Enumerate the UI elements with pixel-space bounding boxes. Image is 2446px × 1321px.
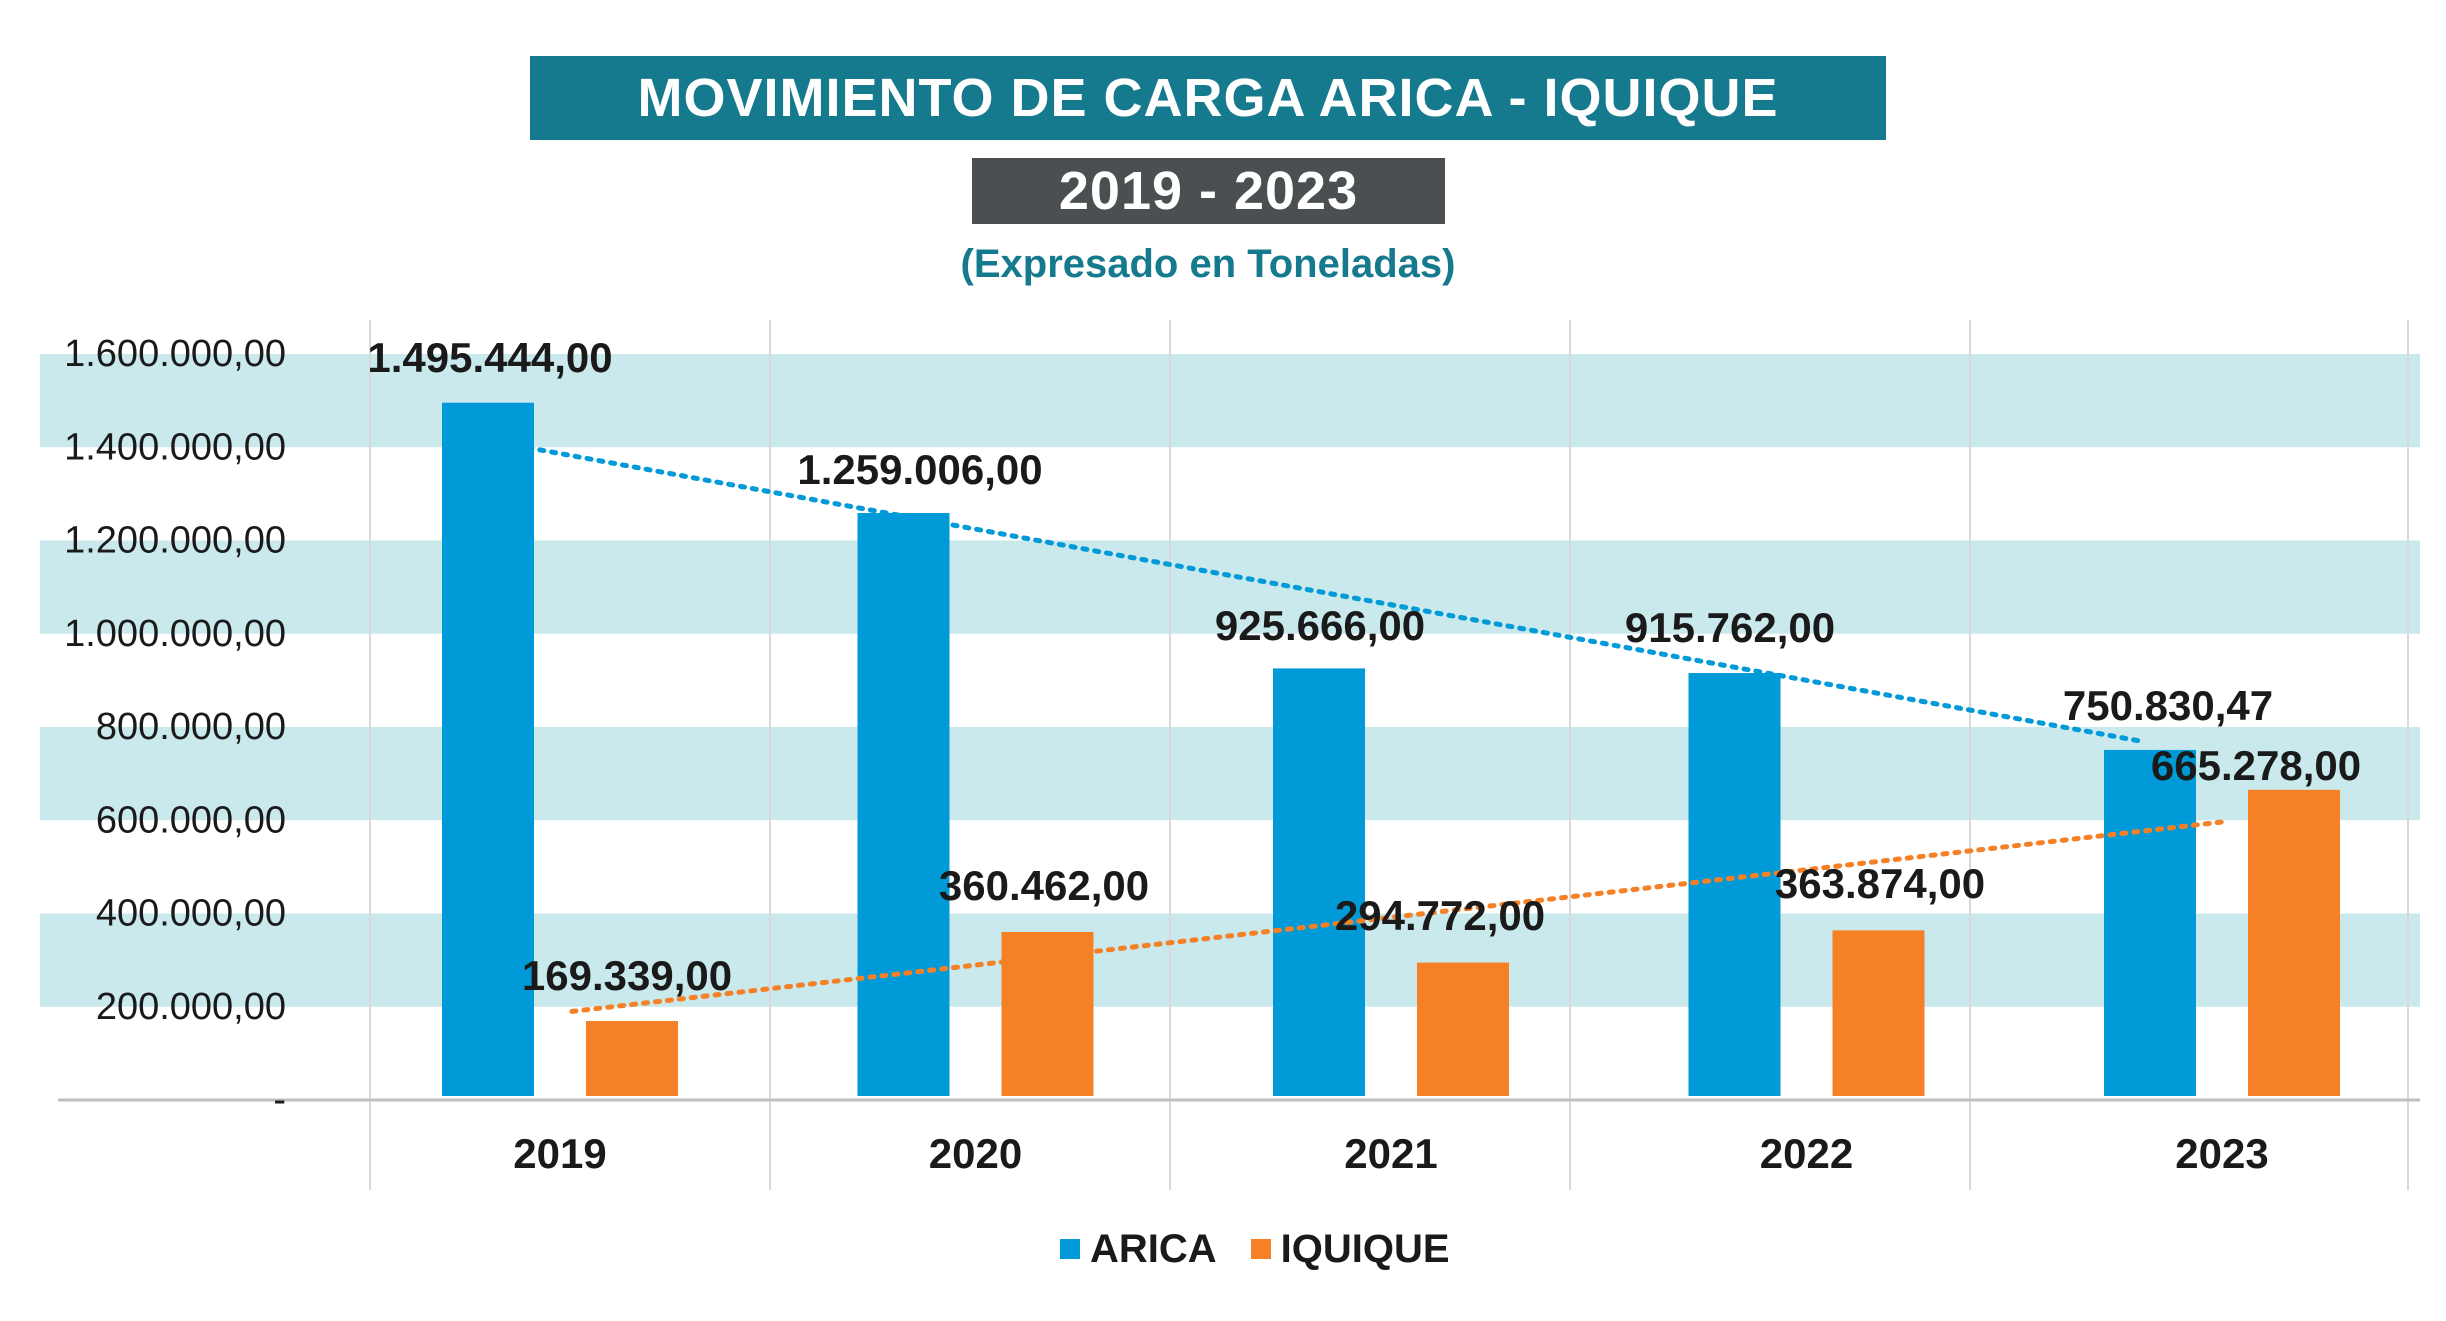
bar-iquique-2019 xyxy=(586,1021,678,1096)
y-tick-label: 600.000,00 xyxy=(96,799,286,841)
chart-legend: ARICA IQUIQUE xyxy=(1060,1224,1450,1274)
legend-item-arica: ARICA xyxy=(1060,1227,1217,1272)
bar-arica-2021 xyxy=(1273,668,1365,1096)
legend-swatch-iquique xyxy=(1250,1239,1271,1259)
data-label-iquique-2023: 665.278,00 xyxy=(2151,742,2361,789)
legend-item-iquique: IQUIQUE xyxy=(1250,1226,1450,1272)
data-label-iquique-2020: 360.462,00 xyxy=(939,862,1149,909)
x-tick-label: 2020 xyxy=(929,1130,1022,1177)
grid-band xyxy=(40,913,2420,1007)
bar-arica-2020 xyxy=(857,512,950,1096)
data-label-arica-2019: 1.495.444,00 xyxy=(367,334,612,381)
bar-arica-2022 xyxy=(1688,673,1781,1096)
bar-arica-2023 xyxy=(2104,749,2196,1096)
x-tick-label: 2021 xyxy=(1344,1130,1437,1177)
x-tick-label: 2023 xyxy=(2175,1130,2268,1177)
grid-band xyxy=(40,354,2420,448)
data-label-iquique-2021: 294.772,00 xyxy=(1335,892,1545,939)
y-tick-label: 1.200.000,00 xyxy=(64,520,286,562)
data-label-arica-2020: 1.259.006,00 xyxy=(797,446,1042,493)
y-tick-label: 1.000.000,00 xyxy=(64,613,286,655)
y-tick-label: 800.000,00 xyxy=(96,706,286,748)
x-tick-label: 2022 xyxy=(1760,1130,1853,1177)
data-label-arica-2022: 915.762,00 xyxy=(1625,604,1835,651)
y-tick-label: 200.000,00 xyxy=(96,986,286,1028)
legend-label-iquique: IQUIQUE xyxy=(1280,1226,1450,1271)
bar-arica-2019 xyxy=(442,402,534,1096)
data-label-iquique-2022: 363.874,00 xyxy=(1775,860,1985,907)
bar-iquique-2022 xyxy=(1832,930,1925,1096)
bar-iquique-2023 xyxy=(2248,789,2340,1096)
legend-label-arica: ARICA xyxy=(1090,1226,1217,1271)
trendline-arica xyxy=(525,445,2143,744)
grid-band xyxy=(40,727,2420,821)
data-label-arica-2021: 925.666,00 xyxy=(1215,602,1425,649)
data-label-iquique-2019: 169.339,00 xyxy=(522,952,732,999)
chart-title: MOVIMIENTO DE CARGA ARICA - IQUIQUE xyxy=(530,56,1886,140)
trendline-iquique xyxy=(569,818,2232,1014)
grid-band xyxy=(40,540,2420,634)
year-range: 2019 - 2023 xyxy=(972,158,1445,224)
data-label-arica-2023: 750.830,47 xyxy=(2063,682,2273,729)
bar-iquique-2021 xyxy=(1417,962,1509,1096)
y-tick-label: 1.400.000,00 xyxy=(64,426,286,468)
y-tick-label: 1.600.000,00 xyxy=(64,333,286,375)
legend-swatch-arica xyxy=(1060,1239,1080,1259)
chart-subtitle: (Expresado en Toneladas) xyxy=(960,241,1456,286)
y-tick-label: 400.000,00 xyxy=(96,893,286,935)
y-tick-label: - xyxy=(273,1079,286,1121)
x-tick-label: 2019 xyxy=(513,1130,606,1177)
